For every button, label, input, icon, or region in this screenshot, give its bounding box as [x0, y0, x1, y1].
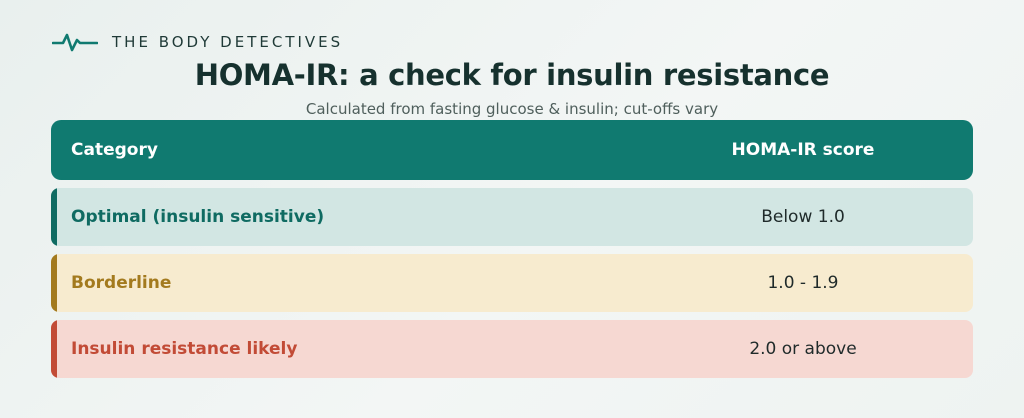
table-header: Category HOMA-IR score	[51, 120, 973, 180]
row-category: Optimal (insulin sensitive)	[71, 207, 325, 227]
homa-ir-table: Category HOMA-IR score Optimal (insulin …	[51, 120, 973, 378]
row-score: 1.0 - 1.9	[767, 273, 839, 293]
row-category: Borderline	[71, 273, 172, 293]
row-accent-bar	[51, 254, 57, 312]
table-row: Optimal (insulin sensitive) Below 1.0	[51, 188, 973, 246]
page-title: HOMA-IR: a check for insulin resistance	[194, 58, 830, 92]
brand-name: THE BODY DETECTIVES	[112, 33, 344, 51]
row-score: 2.0 or above	[749, 339, 857, 359]
row-accent-bar	[51, 320, 57, 378]
row-category: Insulin resistance likely	[71, 339, 298, 359]
brand: THE BODY DETECTIVES	[52, 32, 343, 52]
column-header-score: HOMA-IR score	[731, 140, 875, 160]
table-row: Insulin resistance likely 2.0 or above	[51, 320, 973, 378]
heartbeat-icon	[52, 32, 98, 52]
row-accent-bar	[51, 188, 57, 246]
table-row: Borderline 1.0 - 1.9	[51, 254, 973, 312]
row-score: Below 1.0	[761, 207, 845, 227]
column-header-category: Category	[71, 140, 158, 160]
page-subtitle: Calculated from fasting glucose & insuli…	[305, 100, 719, 118]
